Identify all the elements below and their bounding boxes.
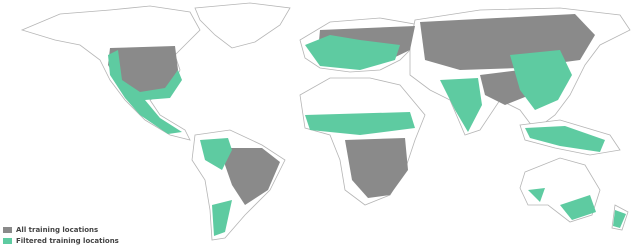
region-green — [528, 188, 545, 202]
region-green — [200, 138, 232, 170]
legend-label: Filtered training locations — [16, 237, 119, 245]
region-green — [613, 210, 626, 228]
legend-swatch — [3, 227, 12, 233]
legend-label: All training locations — [16, 226, 98, 234]
legend-swatch — [3, 238, 12, 244]
region-green — [305, 112, 415, 135]
region-gray — [345, 138, 408, 198]
region-green — [212, 200, 232, 236]
region-green — [440, 78, 482, 132]
legend: All training locations Filtered training … — [3, 226, 119, 245]
region-gray — [225, 148, 280, 205]
filtered-locations — [108, 35, 626, 236]
greenland — [194, 2, 291, 49]
region-green — [560, 195, 596, 220]
region-green — [510, 50, 572, 110]
region-green — [305, 35, 400, 70]
region-green — [525, 126, 605, 152]
region-green — [108, 50, 182, 134]
